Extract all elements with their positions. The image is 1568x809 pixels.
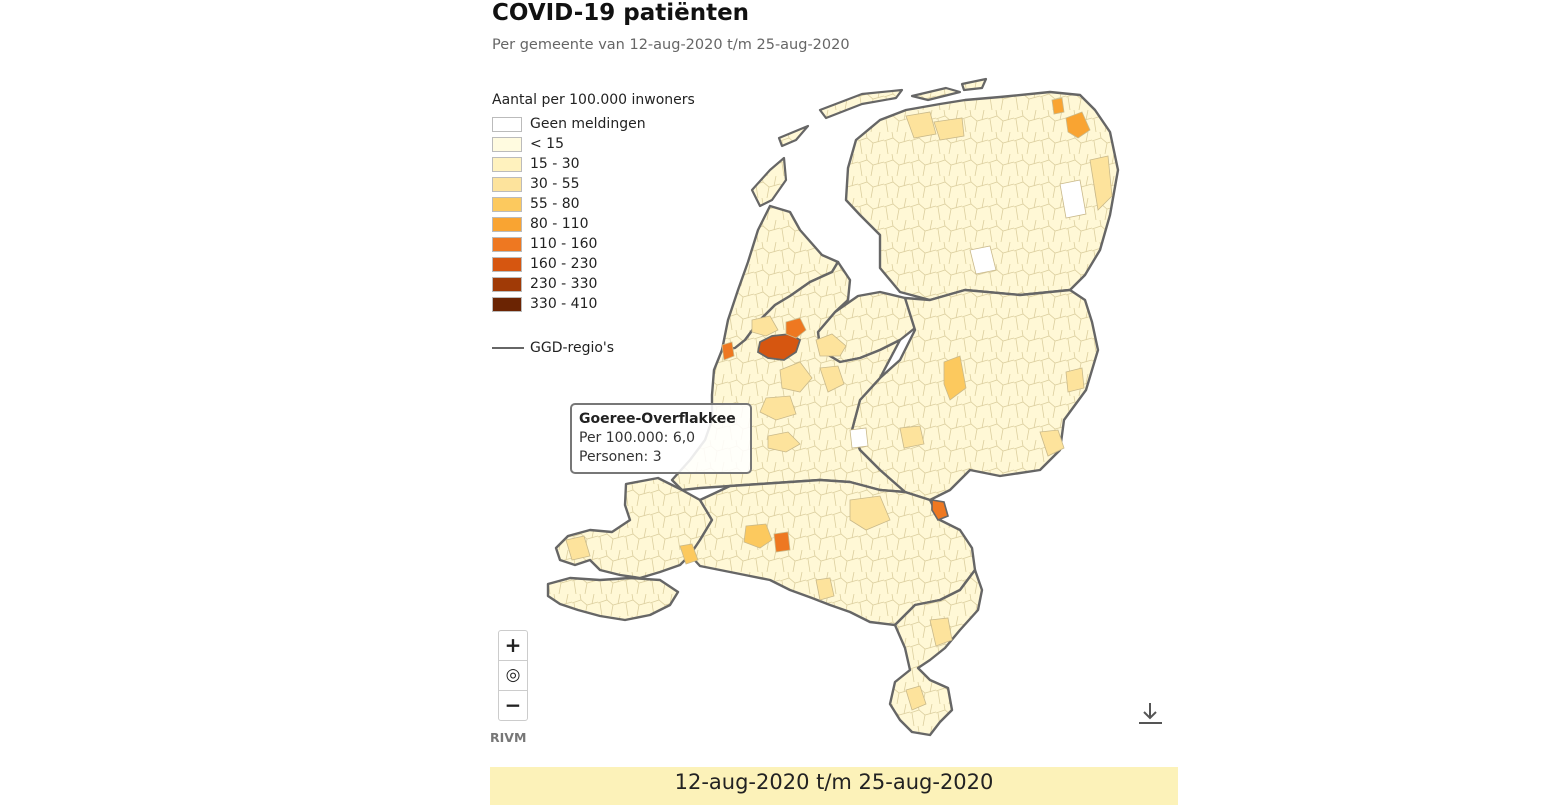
municipality-bergen-op-zoom [679,543,699,565]
legend-item: 110 - 160 [492,234,695,254]
download-icon[interactable] [1139,703,1162,724]
tooltip-rate: Per 100.000: 6,0 [579,430,696,446]
legend-item: Geen meldingen [492,114,695,134]
legend-title: Aantal per 100.000 inwoners [492,92,695,108]
zoom-in-button[interactable]: + [499,631,527,661]
wadden-islands [750,77,988,208]
zeeuws-vlaanderen [546,576,680,622]
legend-swatch [492,276,522,292]
legend-item: 230 - 330 [492,274,695,294]
legend-item-label: 15 - 30 [530,156,580,172]
municipality-brabant-a [815,577,835,601]
legend-swatch [492,256,522,272]
legend-item-label: Geen meldingen [530,116,646,132]
municipality-amsterdam [756,333,802,361]
legend-swatch [492,176,522,192]
legend-ggd: GGD-regio's [492,340,695,356]
island-vlieland [777,124,810,148]
municipality-zeeland-a [565,535,591,561]
date-range-bar[interactable]: 12-aug-2020 t/m 25-aug-2020 [490,767,1178,805]
municipality-white-c [849,427,869,449]
legend-swatch [492,156,522,172]
legend-item: < 15 [492,134,695,154]
legend-item-label: < 15 [530,136,564,152]
municipality-white-b [969,245,997,275]
source-label: RIVM [490,730,527,745]
legend-item-label: 230 - 330 [530,276,598,292]
municipality-breda [773,531,791,553]
municipality-utrecht-a [779,361,813,393]
legend-swatch [492,296,522,312]
municipality-enschede [1039,429,1065,457]
legend-item: 30 - 55 [492,174,695,194]
ggd-line-swatch [492,347,524,349]
municipality-tilburg [743,523,773,549]
legend-item-label: 80 - 110 [530,216,589,232]
legend-swatch [492,116,522,132]
legend-item-label: 30 - 55 [530,176,580,192]
zoom-controls: + ◎ − [498,630,528,721]
municipality-drenthe-a [1089,155,1113,211]
municipality-dordrecht [767,431,801,453]
municipality-brabant-b [849,495,891,531]
island-texel [750,156,788,208]
legend: Aantal per 100.000 inwoners Geen melding… [492,92,695,356]
municipality-gelderland-b [899,425,925,449]
legend-item-label: 110 - 160 [530,236,598,252]
municipality-zaanstad [785,317,807,339]
tooltip-persons: Personen: 3 [579,449,662,465]
municipality-gelderland-a [819,365,845,393]
municipality-almere [815,333,847,357]
legend-rows: Geen meldingen < 15 15 - 30 30 - 55 55 - 80 8… [492,114,695,314]
legend-swatch [492,136,522,152]
page-title: COVID-19 patiënten [492,0,750,26]
island-schiermonnikoog [960,77,988,92]
legend-item: 15 - 30 [492,154,695,174]
municipality-noord [751,315,779,337]
legend-swatch [492,236,522,252]
page-subtitle: Per gemeente van 12-aug-2020 t/m 25-aug-… [492,37,850,53]
municipality-haarlem [721,341,735,361]
legend-swatch [492,196,522,212]
legend-item: 55 - 80 [492,194,695,214]
municipality-friesland-b [933,117,965,141]
legend-swatch [492,216,522,232]
zoom-reset-button[interactable]: ◎ [499,661,527,691]
ggd-region-north [844,90,1120,302]
legend-item: 80 - 110 [492,214,695,234]
municipality-nijmegen [931,499,949,521]
municipality-overijssel-a [1065,367,1085,393]
municipality-rotterdam [759,395,797,421]
map-tooltip: Goeree-Overflakkee Per 100.000: 6,0 Pers… [570,403,752,474]
legend-item: 330 - 410 [492,294,695,314]
municipality-eemsdelta [1051,97,1065,115]
municipalities-highlighted [565,97,1113,711]
legend-ggd-label: GGD-regio's [530,340,615,356]
municipality-friesland-a [905,111,937,139]
tooltip-title: Goeree-Overflakkee [579,411,736,427]
municipality-white-a [1059,179,1087,219]
legend-item-label: 160 - 230 [530,256,598,272]
municipality-limburg-a [929,617,953,647]
island-ameland [910,86,962,102]
legend-item: 160 - 230 [492,254,695,274]
legend-item-label: 55 - 80 [530,196,580,212]
island-terschelling [818,88,904,120]
municipality-limburg-b [905,685,927,711]
municipality-twente [943,355,967,401]
municipality-delfzijl [1065,111,1091,139]
zoom-out-button[interactable]: − [504,693,522,717]
legend-item-label: 330 - 410 [530,296,598,312]
